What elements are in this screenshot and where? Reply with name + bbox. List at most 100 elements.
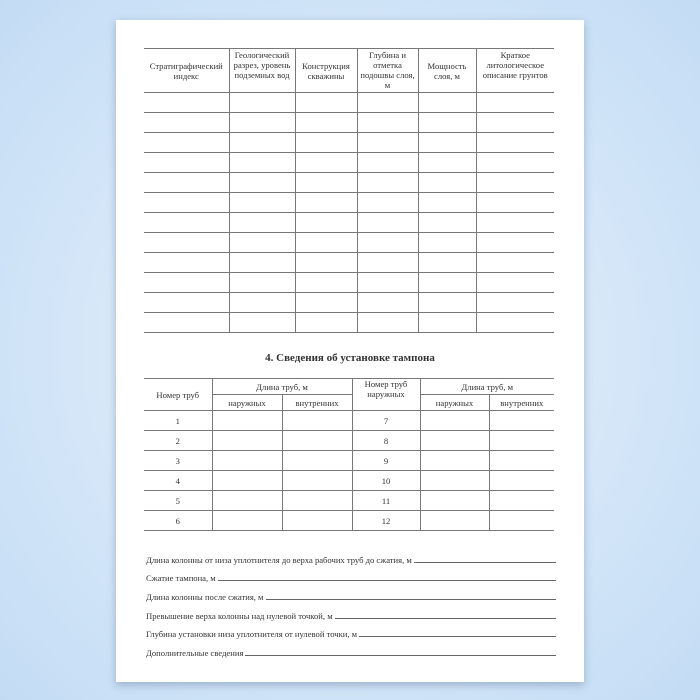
table-cell[interactable] (475, 252, 554, 273)
table-cell[interactable] (475, 192, 554, 213)
table-cell[interactable] (475, 152, 554, 173)
table-cell[interactable] (144, 232, 230, 253)
table-cell[interactable] (294, 152, 358, 173)
table-cell[interactable] (294, 272, 358, 293)
table-cell[interactable] (417, 92, 477, 113)
table-cell[interactable] (144, 272, 230, 293)
table-cell[interactable] (144, 132, 230, 153)
table-cell[interactable] (294, 312, 358, 333)
table-cell[interactable] (475, 132, 554, 153)
table-cell[interactable] (475, 312, 554, 333)
table-cell[interactable] (356, 192, 419, 213)
table-cell[interactable] (281, 410, 353, 431)
table-cell[interactable] (144, 152, 230, 173)
table-cell[interactable] (144, 252, 230, 273)
table-cell[interactable] (419, 490, 490, 511)
table-cell[interactable] (356, 312, 419, 333)
table-cell[interactable] (356, 152, 419, 173)
table-cell[interactable] (488, 410, 554, 431)
table-cell[interactable] (228, 112, 296, 133)
table-cell[interactable] (417, 112, 477, 133)
table-cell[interactable] (417, 232, 477, 253)
table-cell[interactable] (281, 450, 353, 471)
table-cell[interactable] (417, 252, 477, 273)
table-cell[interactable] (294, 232, 358, 253)
table-cell[interactable] (228, 192, 296, 213)
table-cell[interactable] (356, 92, 419, 113)
table-cell[interactable] (475, 292, 554, 313)
table-cell[interactable] (419, 450, 490, 471)
table-cell[interactable] (228, 252, 296, 273)
table-cell[interactable] (356, 212, 419, 233)
table-cell[interactable] (294, 132, 358, 153)
table-cell[interactable] (294, 192, 358, 213)
table-cell[interactable] (211, 450, 283, 471)
table-cell[interactable] (417, 132, 477, 153)
table-cell[interactable] (228, 172, 296, 193)
table-cell[interactable] (417, 192, 477, 213)
table-cell[interactable] (419, 510, 490, 531)
field-blank-line[interactable] (245, 647, 556, 657)
table-cell[interactable] (475, 172, 554, 193)
field-blank-line[interactable] (334, 610, 556, 619)
table-cell[interactable] (228, 272, 296, 293)
table-cell[interactable] (294, 252, 358, 273)
field-blank-line[interactable] (217, 572, 556, 582)
table-cell[interactable] (356, 172, 419, 193)
table-cell[interactable] (294, 292, 358, 313)
table-cell[interactable] (475, 212, 554, 233)
table-cell[interactable] (417, 152, 477, 173)
table-cell[interactable] (488, 450, 554, 471)
table-cell[interactable] (488, 510, 554, 531)
table-cell[interactable] (211, 430, 283, 451)
table-cell[interactable] (228, 152, 296, 173)
field-blank-line[interactable] (413, 554, 556, 563)
field-blank-line[interactable] (265, 591, 556, 601)
table-cell[interactable] (356, 292, 419, 313)
table-cell[interactable] (294, 92, 358, 113)
table-cell[interactable] (294, 112, 358, 133)
table-cell[interactable] (211, 410, 283, 431)
table-cell[interactable] (356, 252, 419, 273)
table-cell[interactable] (356, 232, 419, 253)
table-cell[interactable] (419, 470, 490, 491)
table-cell[interactable] (144, 92, 230, 113)
table-cell[interactable] (475, 92, 554, 113)
table-cell[interactable] (281, 510, 353, 531)
field-blank-line[interactable] (359, 628, 556, 638)
table-cell[interactable] (294, 172, 358, 193)
table-cell[interactable] (211, 490, 283, 511)
table-cell[interactable] (228, 212, 296, 233)
table-cell[interactable] (281, 430, 353, 451)
table-cell[interactable] (475, 272, 554, 293)
table-cell[interactable] (488, 430, 554, 451)
table-cell[interactable] (417, 172, 477, 193)
table-cell[interactable] (417, 312, 477, 333)
table-cell[interactable] (475, 112, 554, 133)
table-cell[interactable] (356, 112, 419, 133)
table-cell[interactable] (475, 232, 554, 253)
table-cell[interactable] (144, 172, 230, 193)
table-cell[interactable] (228, 132, 296, 153)
table-cell[interactable] (417, 272, 477, 293)
table-cell[interactable] (144, 292, 230, 313)
table-cell[interactable] (144, 212, 230, 233)
table-cell[interactable] (228, 92, 296, 113)
table-cell[interactable] (144, 312, 230, 333)
table-cell[interactable] (419, 430, 490, 451)
table-cell[interactable] (417, 212, 477, 233)
table-cell[interactable] (211, 510, 283, 531)
table-cell[interactable] (211, 470, 283, 491)
table-cell[interactable] (228, 312, 296, 333)
table-cell[interactable] (356, 132, 419, 153)
table-cell[interactable] (281, 490, 353, 511)
table-cell[interactable] (144, 192, 230, 213)
table-cell[interactable] (228, 292, 296, 313)
table-cell[interactable] (294, 212, 358, 233)
table-cell[interactable] (488, 470, 554, 491)
table-cell[interactable] (419, 410, 490, 431)
table-cell[interactable] (417, 292, 477, 313)
table-cell[interactable] (488, 490, 554, 511)
table-cell[interactable] (281, 470, 353, 491)
table-cell[interactable] (228, 232, 296, 253)
